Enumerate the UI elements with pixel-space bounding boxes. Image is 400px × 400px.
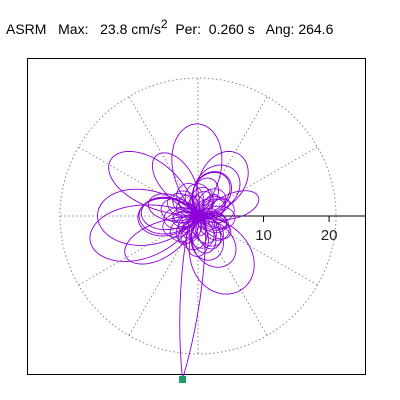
grid-spoke (197, 96, 268, 217)
angle-value: Ang: 264.6 (265, 21, 334, 37)
period-label: Per: (175, 21, 201, 37)
max-unit-superscript: 2 (160, 17, 168, 31)
period-value: 0.260 s (208, 21, 255, 37)
max-unit: cm/s (131, 21, 161, 37)
record-name: ASRM (6, 21, 47, 37)
chart-header: ASRM Max: 23.8 cm/s2 Per: 0.260 s Ang: 2… (6, 17, 334, 39)
grid-spoke (197, 215, 268, 336)
max-vector-marker (179, 375, 187, 383)
radial-tick-label: 20 (321, 227, 338, 244)
radial-tick-label: 10 (255, 227, 272, 244)
grid-spoke (197, 215, 318, 286)
grid-spoke (78, 146, 199, 217)
radial-axis: 10 20 (198, 215, 366, 244)
polar-grid (59, 77, 337, 355)
grid-spoke (197, 146, 318, 217)
orbit-max-excursion (179, 215, 207, 380)
orbit-core-path (160, 183, 236, 250)
max-value: 23.8 (100, 21, 128, 37)
max-label: Max: (58, 21, 89, 37)
grid-spoke (128, 96, 199, 217)
orbit-trace (89, 123, 260, 380)
orbit-path (89, 123, 260, 295)
grid-spoke (128, 215, 199, 336)
grid-spoke (78, 215, 199, 286)
max-marker-layer (179, 375, 187, 383)
